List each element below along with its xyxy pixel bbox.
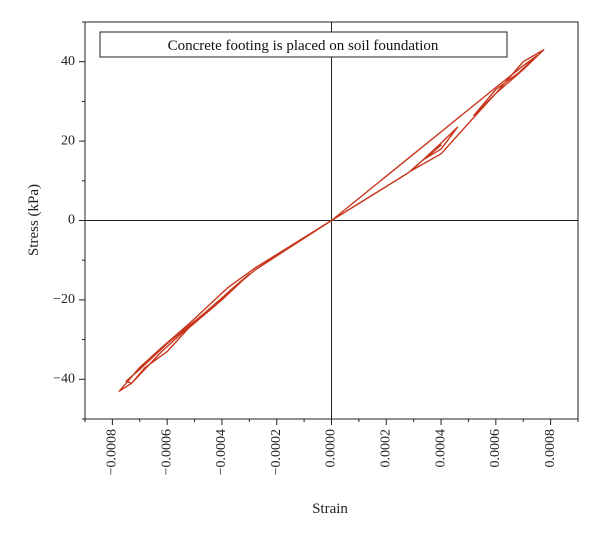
- y-axis-title: Stress (kPa): [26, 184, 42, 256]
- x-tick-label: −0.0006: [159, 429, 174, 475]
- x-tick-label: −0.0008: [105, 429, 120, 475]
- y-tick-label: 0: [68, 213, 75, 228]
- x-axis-title: Strain: [312, 501, 348, 517]
- y-tick-label: 40: [61, 54, 75, 69]
- legend-box: Concrete footing is placed on soil found…: [99, 31, 508, 58]
- x-tick-label: −0.0004: [214, 429, 229, 475]
- stress-strain-curve: [118, 49, 545, 392]
- y-tick-label: 20: [61, 133, 75, 148]
- x-tick-label: 0.0000: [324, 429, 339, 468]
- x-tick-label: 0.0004: [433, 429, 448, 468]
- legend-text: Concrete footing is placed on soil found…: [168, 38, 439, 54]
- x-tick-label: 0.0006: [488, 429, 503, 468]
- y-tick-label: −40: [53, 372, 75, 387]
- ticks-layer: −0.0008 −0.0006 −0.0004 −0.0002 0.0000 0.0002…: [53, 21, 579, 475]
- y-tick-label: −20: [53, 292, 75, 307]
- x-tick-label: 0.0008: [543, 429, 558, 468]
- x-tick-label: 0.0002: [378, 429, 393, 468]
- x-tick-label: −0.0002: [269, 429, 284, 475]
- series-layer: [118, 49, 545, 392]
